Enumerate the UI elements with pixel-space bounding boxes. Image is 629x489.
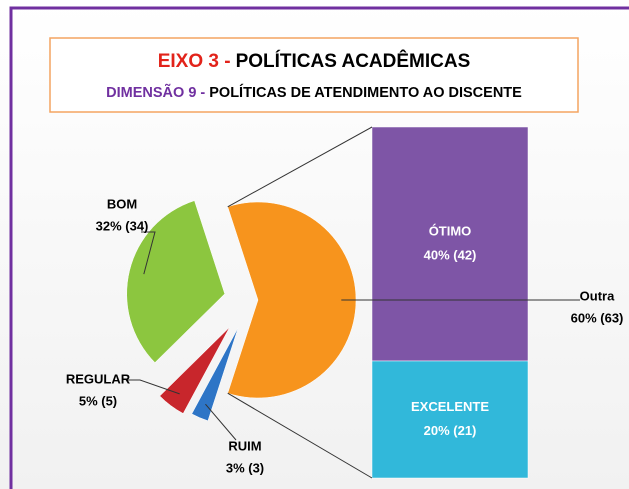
pie-value-label: 3% (3) bbox=[226, 460, 264, 475]
title-part: POLÍTICAS ACADÊMICAS bbox=[236, 50, 471, 72]
pie-value-label: 60% (63) bbox=[571, 310, 624, 325]
connector bbox=[227, 392, 373, 479]
leader-line bbox=[141, 231, 156, 275]
pie-label: BOM bbox=[107, 196, 137, 211]
frame bbox=[9, 6, 629, 489]
bar-segment bbox=[371, 360, 529, 479]
leader-line bbox=[126, 379, 180, 395]
title-line: EIXO 3 - POLÍTICAS ACADÊMICAS bbox=[158, 50, 471, 72]
subtitle-line: DIMENSÃO 9 - POLÍTICAS DE ATENDIMENTO AO … bbox=[106, 83, 522, 101]
pie-value-label: 5% (5) bbox=[79, 393, 117, 408]
leader-line bbox=[205, 403, 237, 441]
pie-slice bbox=[191, 327, 239, 422]
connector bbox=[227, 126, 373, 208]
pie-label: RUIM bbox=[228, 438, 261, 453]
pie-label: REGULAR bbox=[66, 371, 131, 386]
pie-slice bbox=[159, 327, 230, 414]
title-box bbox=[49, 37, 579, 113]
bar-label: EXCELENTE bbox=[411, 399, 489, 414]
bar-label: ÓTIMO bbox=[429, 223, 472, 238]
title-part: POLÍTICAS DE ATENDIMENTO AO DISCENTE bbox=[209, 84, 522, 101]
bar-segment bbox=[371, 126, 529, 362]
bar-value-label: 20% (21) bbox=[424, 423, 477, 438]
pie-label: Outra bbox=[580, 288, 615, 303]
title-part: DIMENSÃO 9 - bbox=[106, 83, 205, 101]
pie-slice bbox=[126, 200, 226, 363]
pie-value-label: 32% (34) bbox=[96, 218, 149, 233]
bar-value-label: 40% (42) bbox=[424, 247, 477, 262]
title-part: EIXO 3 - bbox=[158, 51, 231, 72]
